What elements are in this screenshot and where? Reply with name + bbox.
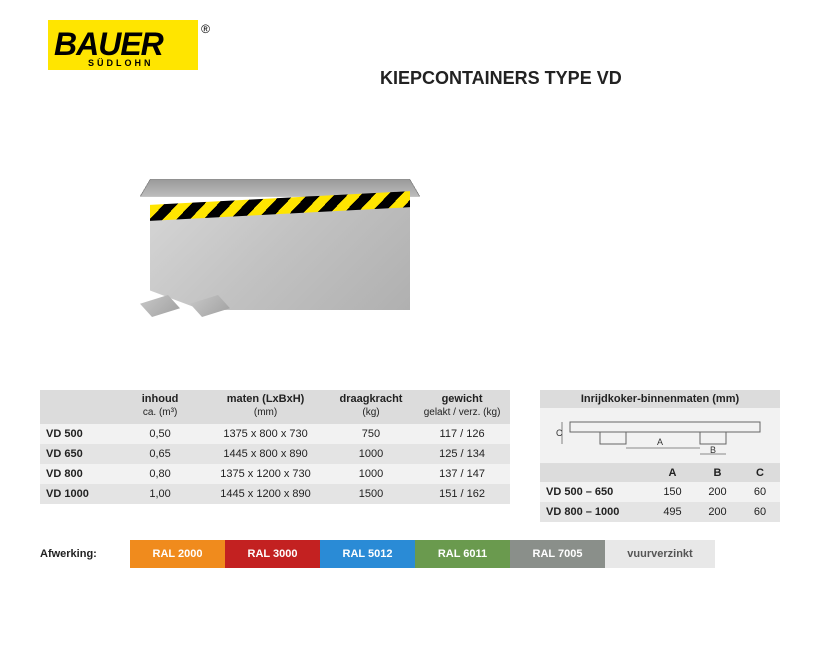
col-subheader: (kg) bbox=[328, 406, 414, 419]
table-row: VD 800 0,80 1375 x 1200 x 730 1000 137 /… bbox=[40, 464, 510, 484]
brand-logo: BAUER SÜDLOHN ® bbox=[48, 20, 198, 82]
table-row: VD 500 – 650 150 200 60 bbox=[540, 482, 780, 502]
value-cell: 60 bbox=[740, 506, 780, 518]
registered-icon: ® bbox=[201, 22, 210, 36]
model-cell: VD 800 – 1000 bbox=[540, 506, 650, 518]
table-header-row: inhoud ca. (m³) maten (LxBxH) (mm) draag… bbox=[40, 390, 510, 424]
inlet-header-row: A B C bbox=[540, 464, 780, 482]
color-swatch-ral2000: RAL 2000 bbox=[130, 540, 225, 568]
finish-row: Afwerking: RAL 2000 RAL 3000 RAL 5012 RA… bbox=[40, 540, 715, 568]
col-subheader: (mm) bbox=[203, 406, 328, 419]
model-cell: VD 1000 bbox=[40, 488, 117, 500]
value-cell: 750 bbox=[328, 428, 414, 440]
model-cell: VD 800 bbox=[40, 468, 117, 480]
value-cell: 1445 x 1200 x 890 bbox=[203, 488, 328, 500]
color-swatch-ral6011: RAL 6011 bbox=[415, 540, 510, 568]
color-swatch-ral5012: RAL 5012 bbox=[320, 540, 415, 568]
col-subheader: ca. (m³) bbox=[117, 406, 203, 419]
value-cell: 125 / 134 bbox=[414, 448, 510, 460]
value-cell: 1500 bbox=[328, 488, 414, 500]
color-swatch-ral7005: RAL 7005 bbox=[510, 540, 605, 568]
spec-table: inhoud ca. (m³) maten (LxBxH) (mm) draag… bbox=[40, 390, 510, 504]
page-title: KIEPCONTAINERS TYPE VD bbox=[380, 68, 622, 89]
value-cell: 1,00 bbox=[117, 488, 203, 500]
value-cell: 60 bbox=[740, 486, 780, 498]
color-swatch-verzinkt: vuurverzinkt bbox=[605, 540, 715, 568]
col-header: maten (LxBxH) bbox=[203, 392, 328, 406]
value-cell: 495 bbox=[650, 506, 695, 518]
value-cell: 117 / 126 bbox=[414, 428, 510, 440]
value-cell: 0,65 bbox=[117, 448, 203, 460]
col-header: B bbox=[695, 467, 740, 479]
value-cell: 0,50 bbox=[117, 428, 203, 440]
product-image bbox=[120, 150, 420, 325]
value-cell: 150 bbox=[650, 486, 695, 498]
svg-text:B: B bbox=[710, 445, 716, 455]
value-cell: 1375 x 800 x 730 bbox=[203, 428, 328, 440]
table-row: VD 500 0,50 1375 x 800 x 730 750 117 / 1… bbox=[40, 424, 510, 444]
value-cell: 0,80 bbox=[117, 468, 203, 480]
inlet-table: Inrijdkoker-binnenmaten (mm) A B C A B C… bbox=[540, 390, 780, 522]
model-cell: VD 500 – 650 bbox=[540, 486, 650, 498]
value-cell: 137 / 147 bbox=[414, 468, 510, 480]
col-header: gewicht bbox=[414, 392, 510, 406]
col-subheader: gelakt / verz. (kg) bbox=[414, 406, 510, 419]
svg-text:C: C bbox=[556, 428, 563, 438]
value-cell: 200 bbox=[695, 486, 740, 498]
table-row: VD 1000 1,00 1445 x 1200 x 890 1500 151 … bbox=[40, 484, 510, 504]
table-row: VD 800 – 1000 495 200 60 bbox=[540, 502, 780, 522]
value-cell: 200 bbox=[695, 506, 740, 518]
value-cell: 1000 bbox=[328, 468, 414, 480]
color-swatch-ral3000: RAL 3000 bbox=[225, 540, 320, 568]
col-header: draagkracht bbox=[328, 392, 414, 406]
value-cell: 151 / 162 bbox=[414, 488, 510, 500]
table-row: VD 650 0,65 1445 x 800 x 890 1000 125 / … bbox=[40, 444, 510, 464]
logo-subtext: SÜDLOHN bbox=[88, 58, 154, 68]
col-header: inhoud bbox=[117, 392, 203, 406]
model-cell: VD 650 bbox=[40, 448, 117, 460]
model-cell: VD 500 bbox=[40, 428, 117, 440]
value-cell: 1445 x 800 x 890 bbox=[203, 448, 328, 460]
col-header: A bbox=[650, 467, 695, 479]
finish-label: Afwerking: bbox=[40, 548, 130, 560]
inlet-diagram: A B C bbox=[540, 408, 780, 464]
value-cell: 1000 bbox=[328, 448, 414, 460]
svg-text:A: A bbox=[657, 437, 663, 447]
inlet-title: Inrijdkoker-binnenmaten (mm) bbox=[540, 390, 780, 408]
value-cell: 1375 x 1200 x 730 bbox=[203, 468, 328, 480]
col-header: C bbox=[740, 467, 780, 479]
